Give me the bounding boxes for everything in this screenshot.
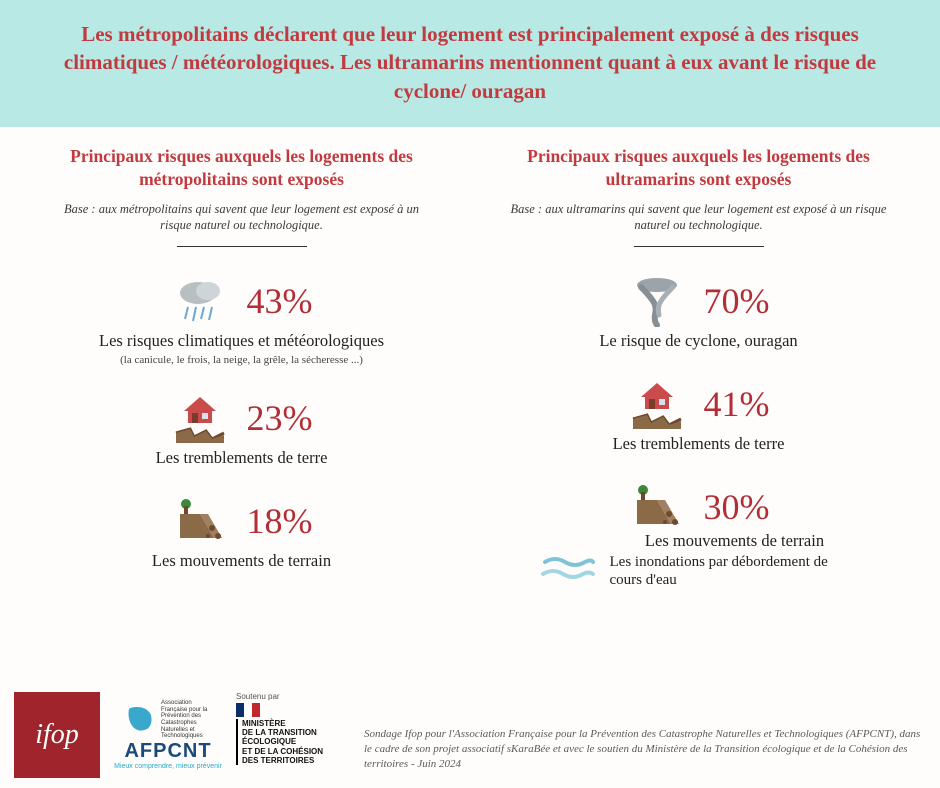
rain-cloud-icon	[171, 275, 229, 327]
risk-label: Les risques climatiques et météorologiqu…	[28, 331, 455, 352]
col-right-title: Principaux risques auxquels les logement…	[485, 145, 912, 191]
ifop-logo: ifop	[14, 692, 100, 778]
earthquake-icon	[628, 378, 686, 430]
column-ultramarins: Principaux risques auxquels les logement…	[485, 145, 912, 599]
header-text: Les métropolitains déclarent que leur lo…	[30, 20, 910, 105]
credit-text: Sondage Ifop pour l'Association Français…	[346, 727, 926, 778]
risk-label: Les tremblements de terre	[485, 434, 912, 455]
risk-label-extra: Les inondations par débordement de cours…	[610, 553, 860, 589]
risk-item: 23% Les tremblements de terre	[28, 392, 455, 469]
afpcnt-tagline: Mieux comprendre, mieux prévenir	[114, 763, 222, 770]
risk-item: 41% Les tremblements de terre	[485, 378, 912, 455]
col-right-base: Base : aux ultramarins qui savent que le…	[505, 201, 892, 235]
soutenu-label: Soutenu par	[236, 692, 346, 701]
percent-value: 41%	[704, 383, 770, 425]
percent-value: 18%	[247, 500, 313, 542]
risk-sublabel: (la canicule, le frois, la neige, la grê…	[28, 354, 455, 366]
landslide-icon	[171, 495, 229, 547]
header-banner: Les métropolitains déclarent que leur lo…	[0, 0, 940, 127]
column-metropolitains: Principaux risques auxquels les logement…	[28, 145, 455, 599]
footer: ifop Association Française pour la Préve…	[0, 692, 940, 778]
logos-group: ifop Association Française pour la Préve…	[14, 692, 346, 778]
landslide-icon	[628, 481, 686, 533]
risk-label: Le risque de cyclone, ouragan	[485, 331, 912, 352]
divider	[634, 246, 764, 247]
risk-item: 30% Les mouvements de terrain Les inonda…	[485, 481, 912, 590]
percent-value: 43%	[247, 280, 313, 322]
tornado-icon	[628, 275, 686, 327]
afpcnt-name: AFPCNT	[124, 740, 211, 763]
risk-label: Les mouvements de terrain	[645, 531, 824, 552]
risk-item: 70% Le risque de cyclone, ouragan	[485, 275, 912, 352]
ministere-text: MINISTÈRE DE LA TRANSITION ÉCOLOGIQUE ET…	[236, 719, 346, 765]
columns-wrap: Principaux risques auxquels les logement…	[0, 127, 940, 599]
risk-item: 43% Les risques climatiques et météorolo…	[28, 275, 455, 366]
risk-label: Les mouvements de terrain	[28, 551, 455, 572]
afpcnt-desc: Association Française pour la Prévention…	[161, 700, 213, 740]
risk-label: Les tremblements de terre	[28, 448, 455, 469]
afpcnt-logo: Association Française pour la Prévention…	[108, 692, 228, 778]
divider	[177, 246, 307, 247]
flood-icon	[538, 553, 596, 589]
percent-value: 30%	[704, 486, 770, 528]
col-left-title: Principaux risques auxquels les logement…	[28, 145, 455, 191]
percent-value: 23%	[247, 397, 313, 439]
percent-value: 70%	[704, 280, 770, 322]
col-left-base: Base : aux métropolitains qui savent que…	[48, 201, 435, 235]
earthquake-icon	[171, 392, 229, 444]
ministere-logo: Soutenu par MINISTÈRE DE LA TRANSITION É…	[236, 692, 346, 778]
risk-item: 18% Les mouvements de terrain	[28, 495, 455, 572]
